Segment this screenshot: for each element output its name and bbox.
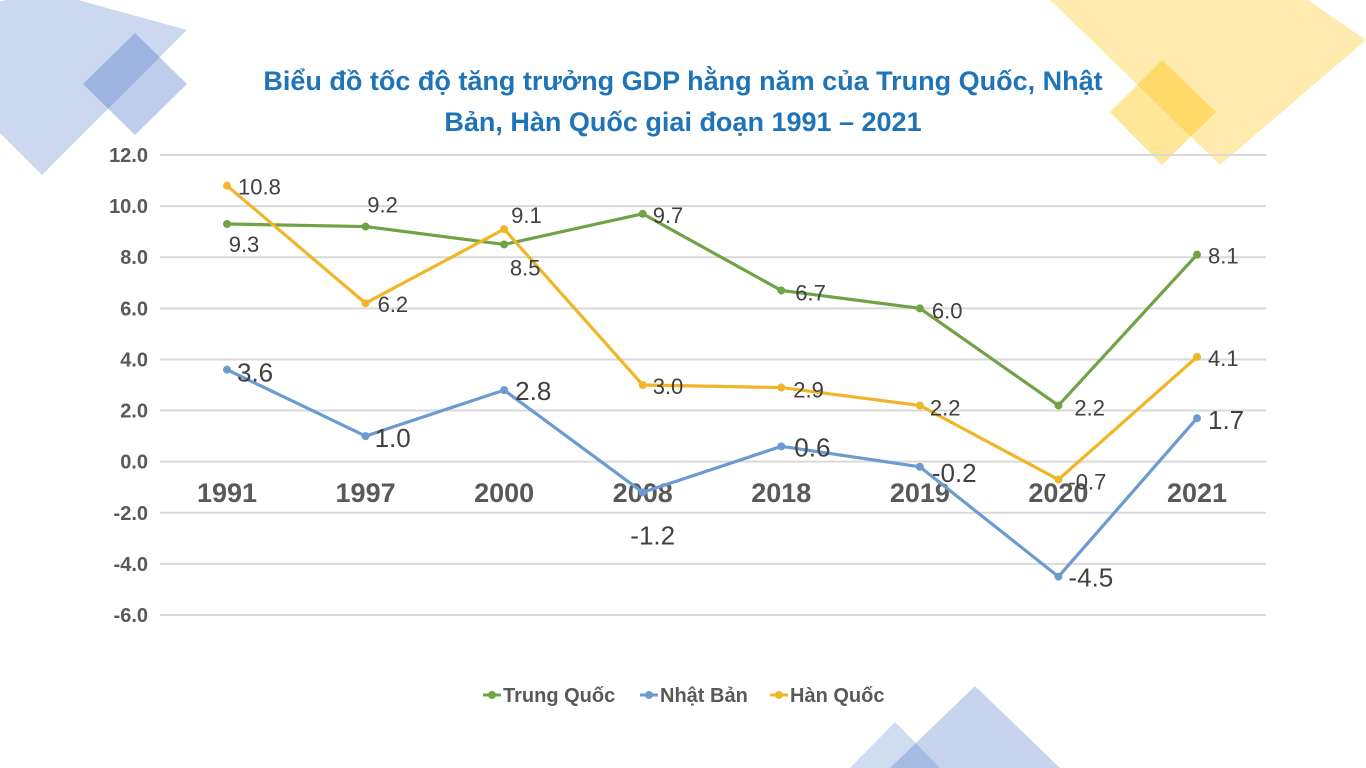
y-tick-label: -4.0: [114, 554, 148, 576]
legend-item: Hàn Quốc: [770, 685, 884, 707]
legend: Trung Quốc Nhật Bản Hàn Quốc: [483, 685, 884, 707]
data-label: 2.2: [930, 395, 961, 420]
y-tick-label: 0.0: [120, 452, 148, 474]
series-0: [223, 209, 1201, 410]
data-label: 6.2: [378, 292, 409, 317]
data-point: [777, 442, 786, 451]
x-tick-label: 1997: [336, 478, 396, 508]
data-label: -0.2: [932, 458, 977, 488]
data-point: [638, 488, 647, 497]
gridlines: [160, 154, 1266, 616]
legend-label: Hàn Quốc: [790, 685, 884, 707]
corner-diamond-gold-large: [1050, 0, 1366, 165]
x-tick-label: 2000: [474, 478, 534, 508]
data-point: [638, 209, 647, 218]
y-axis-ticks: 12.0 10.0 8.0 6.0 4.0 2.0 0.0 -2.0 -4.0 -6.0: [109, 145, 148, 627]
data-label: 4.1: [1208, 346, 1239, 371]
data-point: [777, 383, 786, 392]
y-tick-label: 10.0: [109, 196, 148, 218]
data-label: 3.6: [237, 358, 273, 388]
series-line: [225, 184, 1199, 482]
x-axis-ticks: 19911997200020082018201920202021: [197, 478, 1227, 508]
y-tick-label: 2.0: [120, 401, 148, 423]
data-point: [223, 365, 231, 374]
data-point: [915, 401, 924, 410]
data-point: [915, 462, 924, 471]
y-tick-label: 8.0: [120, 247, 148, 269]
data-label: 9.2: [367, 193, 398, 218]
corner-diamond-blue-large: [0, 0, 187, 175]
data-label: 8.1: [1208, 244, 1239, 269]
data-point: [638, 381, 647, 389]
data-label: 8.5: [510, 255, 541, 280]
corner-diamond-blue-small: [83, 33, 187, 135]
data-point: [361, 222, 370, 231]
data-point: [1054, 572, 1063, 581]
legend-label: Nhật Bản: [660, 685, 748, 707]
data-point: [1193, 414, 1201, 423]
x-tick-label: 2018: [751, 478, 811, 508]
legend-label: Trung Quốc: [503, 685, 615, 707]
y-tick-label: 6.0: [120, 298, 148, 320]
data-point: [777, 286, 786, 295]
data-point: [361, 299, 370, 308]
data-label: 10.8: [238, 175, 281, 200]
series-line: [226, 368, 1199, 579]
legend-marker: [645, 691, 653, 699]
x-tick-label: 1991: [197, 478, 257, 508]
legend-marker: [488, 691, 496, 699]
data-label: 6.7: [795, 280, 826, 305]
data-label: 1.7: [1208, 405, 1244, 435]
data-point: [223, 220, 231, 228]
data-label: -1.2: [630, 520, 675, 550]
data-label: 3.0: [653, 374, 684, 399]
bottom-diamond-blue-large: [890, 686, 1060, 768]
y-tick-label: 12.0: [109, 145, 148, 167]
data-point: [1054, 475, 1063, 484]
data-label: 0.6: [794, 432, 830, 462]
legend-marker: [775, 691, 783, 699]
data-point: [361, 432, 370, 441]
data-label: 2.8: [515, 376, 551, 406]
corner-diamond-gold-small: [1110, 60, 1216, 165]
chart-title-line-2: Bản, Hàn Quốc giai đoạn 1991 – 2021: [444, 107, 921, 137]
data-label: 9.3: [229, 232, 260, 257]
legend-item: Trung Quốc: [483, 685, 615, 707]
data-point: [500, 386, 509, 395]
y-tick-label: -6.0: [114, 605, 148, 627]
series-1: [223, 365, 1201, 581]
data-label: 1.0: [375, 423, 411, 453]
data-labels: 9.3 9.2 8.5 9.7 6.7 6.0 2.2 8.1 3.6 1.0 2.8 -1.2 0.6…: [229, 175, 1244, 593]
x-tick-label: 2021: [1167, 478, 1227, 508]
data-label: 2.9: [793, 378, 824, 403]
data-point: [915, 304, 924, 313]
data-point: [1193, 250, 1201, 259]
data-label: -4.5: [1068, 563, 1113, 593]
data-point: [500, 225, 509, 234]
data-label: -0.7: [1068, 470, 1106, 495]
data-point: [500, 240, 509, 249]
data-label: 9.1: [511, 203, 542, 228]
y-tick-label: 4.0: [120, 349, 148, 371]
series-2: [223, 181, 1201, 484]
data-label: 2.2: [1074, 395, 1105, 420]
data-point: [223, 181, 231, 190]
chart-title-line-1: Biểu đồ tốc độ tăng trưởng GDP hằng năm …: [263, 65, 1102, 96]
series-lines: [223, 181, 1201, 581]
series-line: [226, 212, 1199, 408]
data-point: [1054, 401, 1063, 410]
y-tick-label: -2.0: [114, 503, 148, 525]
legend-item: Nhật Bản: [640, 685, 748, 707]
bottom-diamond-blue-small: [850, 722, 940, 768]
chart-title: Biểu đồ tốc độ tăng trưởng GDP hằng năm …: [263, 65, 1102, 137]
data-point: [1193, 352, 1201, 361]
data-label: 9.7: [653, 203, 684, 228]
data-label: 6.0: [932, 298, 963, 323]
